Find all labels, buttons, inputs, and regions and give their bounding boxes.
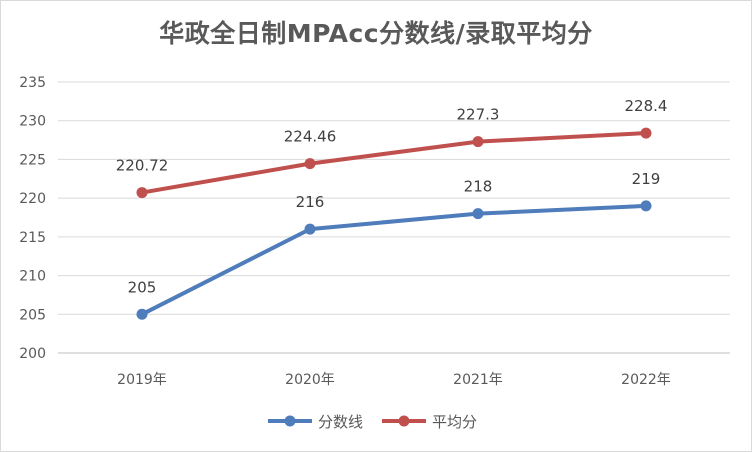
y-axis: 200 205 210 215 220 225 230 235 [19, 75, 46, 362]
y-tick-label: 215 [19, 230, 46, 246]
data-point [304, 158, 316, 170]
x-axis: 2019年 2020年 2021年 2022年 [117, 372, 671, 388]
data-point [640, 127, 652, 139]
data-point [472, 208, 484, 220]
data-label: 220.72 [116, 157, 169, 175]
data-label: 228.4 [625, 97, 668, 115]
legend: 分数线 平均分 [268, 413, 477, 431]
x-tick-label: 2021年 [453, 372, 503, 388]
data-point [304, 223, 316, 235]
series-line [140, 203, 648, 317]
y-tick-label: 235 [19, 75, 46, 91]
legend-label: 分数线 [318, 413, 363, 431]
x-tick-label: 2022年 [621, 372, 671, 388]
data-point [640, 200, 652, 212]
y-tick-label: 205 [19, 307, 46, 323]
x-tick-label: 2020年 [285, 372, 335, 388]
legend-label: 平均分 [432, 413, 477, 431]
data-label: 218 [464, 178, 493, 196]
y-tick-label: 210 [19, 269, 46, 285]
legend-marker [398, 415, 410, 427]
legend-marker [284, 415, 296, 427]
series-group: 205 216 218 219 220.72 224.46 227.3 228.4 [116, 97, 668, 320]
data-label: 224.46 [284, 128, 337, 146]
data-point [136, 187, 148, 199]
y-tick-label: 200 [19, 346, 46, 362]
gridlines [58, 81, 730, 354]
series-line [140, 131, 648, 195]
chart-title: 华政全日制MPAcc分数线/录取平均分 [159, 19, 593, 48]
x-tick-label: 2019年 [117, 372, 167, 388]
data-point [472, 136, 484, 148]
data-label: 219 [632, 170, 661, 188]
y-tick-label: 230 [19, 114, 46, 130]
y-tick-label: 225 [19, 152, 46, 168]
y-tick-label: 220 [19, 191, 46, 207]
data-label: 227.3 [457, 106, 500, 124]
data-label: 216 [296, 193, 325, 211]
data-label: 205 [128, 278, 157, 296]
data-point [136, 308, 148, 320]
